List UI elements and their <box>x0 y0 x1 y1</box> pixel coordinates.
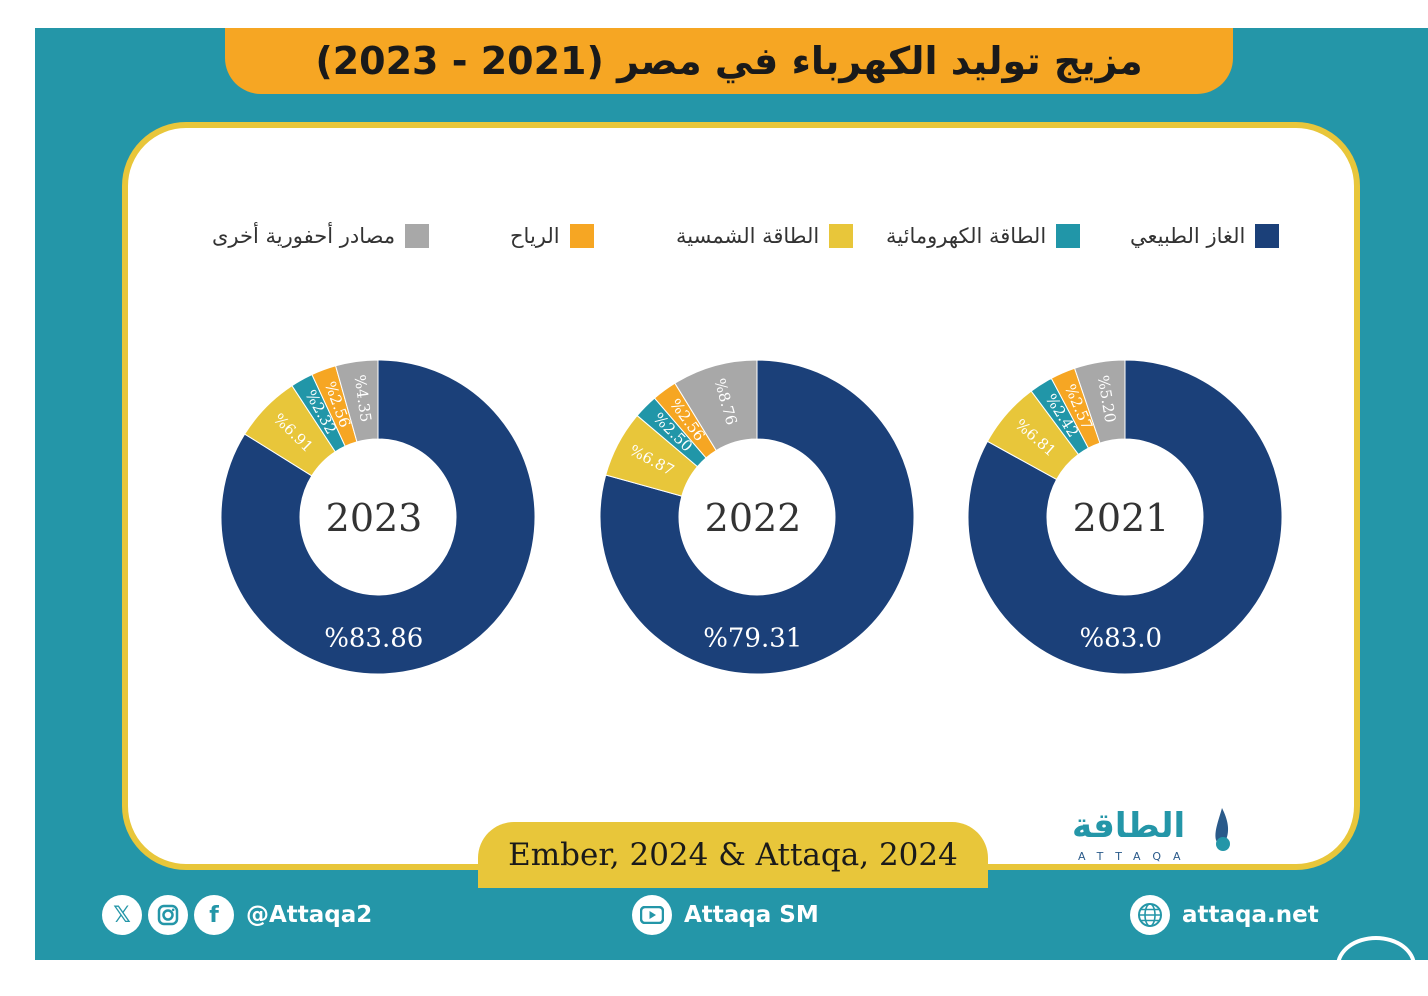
chart-panel <box>122 122 1360 870</box>
logo-text: الطاقة <box>1072 806 1186 846</box>
legend-item-hydro: الطاقة الكهرومائية <box>886 224 1081 248</box>
data-label-2021-natural-gas: %83.0 <box>1079 623 1162 653</box>
slice-2023-natural-gas <box>220 359 536 675</box>
legend-swatch <box>1255 224 1280 248</box>
legend-item-solar: الطاقة الشمسية <box>676 224 854 248</box>
slice-2022-other-fossil <box>674 359 758 452</box>
instagram-icon[interactable] <box>148 895 188 935</box>
chart-title-2021: 2021 <box>1073 496 1170 540</box>
logo-subtext: ATTAQA <box>1078 850 1193 863</box>
footer-social: 𝕏 f @Attaqa2 <box>102 892 372 938</box>
slice-2023-other-fossil <box>335 359 379 443</box>
source-pill: Ember, 2024 & Attaqa, 2024 <box>478 822 988 888</box>
chart-title-2023: 2023 <box>326 496 423 540</box>
website-link[interactable]: attaqa.net <box>1182 902 1319 928</box>
legend-swatch <box>569 224 594 248</box>
chart-title-2022: 2022 <box>705 496 802 540</box>
youtube-icon[interactable] <box>632 895 672 935</box>
facebook-icon[interactable]: f <box>194 895 234 935</box>
legend-swatch <box>405 224 430 248</box>
legend-swatch <box>1056 224 1081 248</box>
data-label-2023-natural-gas: %83.86 <box>324 623 423 653</box>
legend-item-other-fossil: مصادر أحفورية أخرى <box>212 224 430 248</box>
legend-label: الطاقة الشمسية <box>676 224 820 248</box>
footer-youtube: Attaqa SM <box>632 892 819 938</box>
legend-label: الرياح <box>510 224 560 248</box>
slice-2021-natural-gas <box>967 359 1283 675</box>
legend-label: الطاقة الكهرومائية <box>886 224 1047 248</box>
slice-2022-natural-gas <box>599 359 915 675</box>
youtube-channel[interactable]: Attaqa SM <box>684 902 819 928</box>
data-label-2022-natural-gas: %79.31 <box>703 623 802 653</box>
legend: الغاز الطبيعي الطاقة الكهرومائية الطاقة … <box>0 224 1428 256</box>
legend-swatch <box>829 224 854 248</box>
source-text: Ember, 2024 & Attaqa, 2024 <box>508 837 958 873</box>
donut-charts: %83.0%6.81%2.42%2.57%5.202021%79.31%6.87… <box>220 359 1283 675</box>
legend-item-natural-gas: الغاز الطبيعي <box>1130 224 1280 248</box>
x-icon[interactable]: 𝕏 <box>102 895 142 935</box>
footer-website: attaqa.net <box>1130 892 1319 938</box>
legend-label: الغاز الطبيعي <box>1130 224 1246 248</box>
flame-icon <box>1215 808 1230 851</box>
slice-2021-other-fossil <box>1073 359 1126 444</box>
social-handle[interactable]: @Attaqa2 <box>246 902 373 928</box>
attaqa-logo: الطاقة ATTAQA <box>1072 806 1232 866</box>
decorative-arc <box>1336 936 1416 996</box>
title-bar: مزيج توليد الكهرباء في مصر (2021 - 2023) <box>225 28 1233 94</box>
legend-label: مصادر أحفورية أخرى <box>212 224 396 248</box>
globe-icon[interactable] <box>1130 895 1170 935</box>
page-title: مزيج توليد الكهرباء في مصر (2021 - 2023) <box>315 39 1143 83</box>
legend-item-wind: الرياح <box>510 224 594 248</box>
